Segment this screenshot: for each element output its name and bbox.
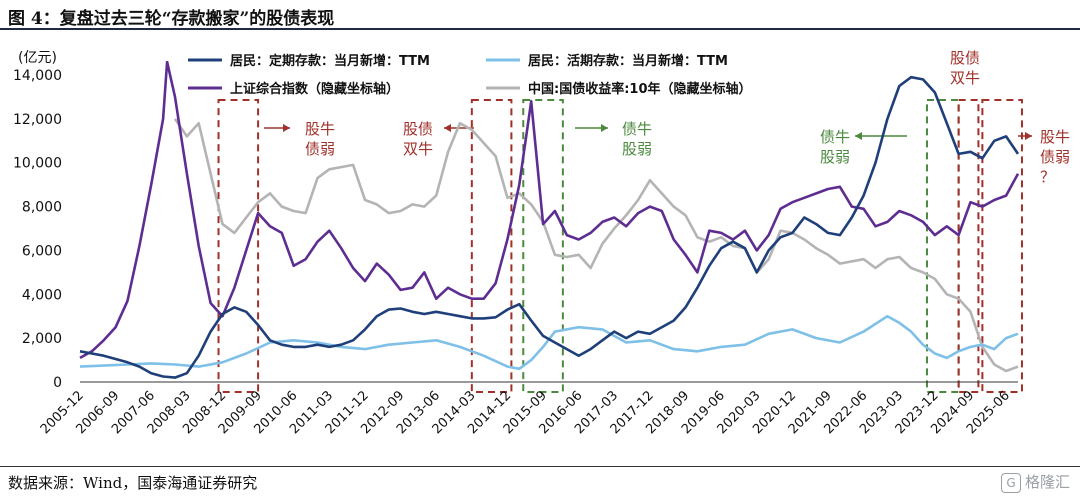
y-tick-label: 0 [53, 375, 62, 391]
annotation-label: 债牛 [820, 128, 850, 146]
annotation-arrowhead [283, 124, 290, 132]
y-tick-label: 12,000 [13, 112, 62, 128]
title-rule [0, 28, 1080, 30]
g-logo-icon: G [1000, 472, 1021, 493]
legend-label: 上证综合指数（隐藏坐标轴） [230, 81, 399, 97]
annotation-box [925, 99, 960, 393]
y-tick-label: 6,000 [22, 243, 62, 259]
annotation-arrowhead [601, 124, 608, 132]
watermark: G 格隆汇 [1000, 471, 1070, 493]
annotation-arrowhead [444, 124, 451, 132]
annotation-label: 双牛 [403, 140, 433, 158]
annotation-label: ？ [1040, 168, 1055, 186]
y-axis-label: (亿元) [18, 50, 57, 66]
annotation-box [522, 99, 564, 393]
series-line-demand-deposit [79, 314, 1019, 371]
annotation-label: 股牛 [1040, 128, 1070, 146]
y-tick-label: 14,000 [13, 68, 62, 84]
series-line-sse-index [79, 61, 1020, 360]
annotation-label: 股债 [403, 120, 433, 138]
annotation-box [470, 99, 513, 393]
series-line-bond-yield [173, 118, 1019, 373]
legend-label: 居民：活期存款：当月新增：TTM [528, 53, 728, 69]
y-tick-label: 4,000 [22, 287, 62, 303]
annotation-arrowhead [855, 132, 862, 140]
annotation-label: 双牛 [950, 69, 980, 87]
y-tick-label: 10,000 [13, 156, 62, 172]
annotation-label: 股弱 [820, 148, 850, 166]
annotation-label: 债弱 [305, 140, 335, 158]
annotation-box [217, 99, 260, 393]
annotation-label: 股弱 [622, 140, 652, 158]
series-layer [79, 61, 1020, 379]
annotation-label: 股债 [950, 49, 980, 67]
legend-label: 居民：定期存款：当月新增：TTM [230, 53, 430, 69]
y-tick-label: 2,000 [22, 331, 62, 347]
figure-title: 图 4：复盘过去三轮“存款搬家”的股债表现 [8, 9, 335, 29]
annotation-label: 股牛 [305, 120, 335, 138]
annotation-label: 债牛 [622, 120, 652, 138]
source-note: 数据来源：Wind，国泰海通证券研究 [8, 474, 258, 492]
watermark-text: 格隆汇 [1024, 473, 1070, 491]
source-rule [0, 466, 1080, 467]
series-line-fixed-deposit [79, 75, 1020, 379]
annotation-arrowhead [1025, 132, 1032, 140]
legend-label: 中国:国债收益率:10年（隐藏坐标轴） [528, 81, 752, 97]
annotation-box [981, 99, 1023, 393]
legend: 居民：定期存款：当月新增：TTM 居民：活期存款：当月新增：TTM 上证综合指数（隐… [188, 53, 752, 97]
y-tick-label: 8,000 [22, 200, 62, 216]
annotation-label: 债弱 [1040, 148, 1070, 166]
